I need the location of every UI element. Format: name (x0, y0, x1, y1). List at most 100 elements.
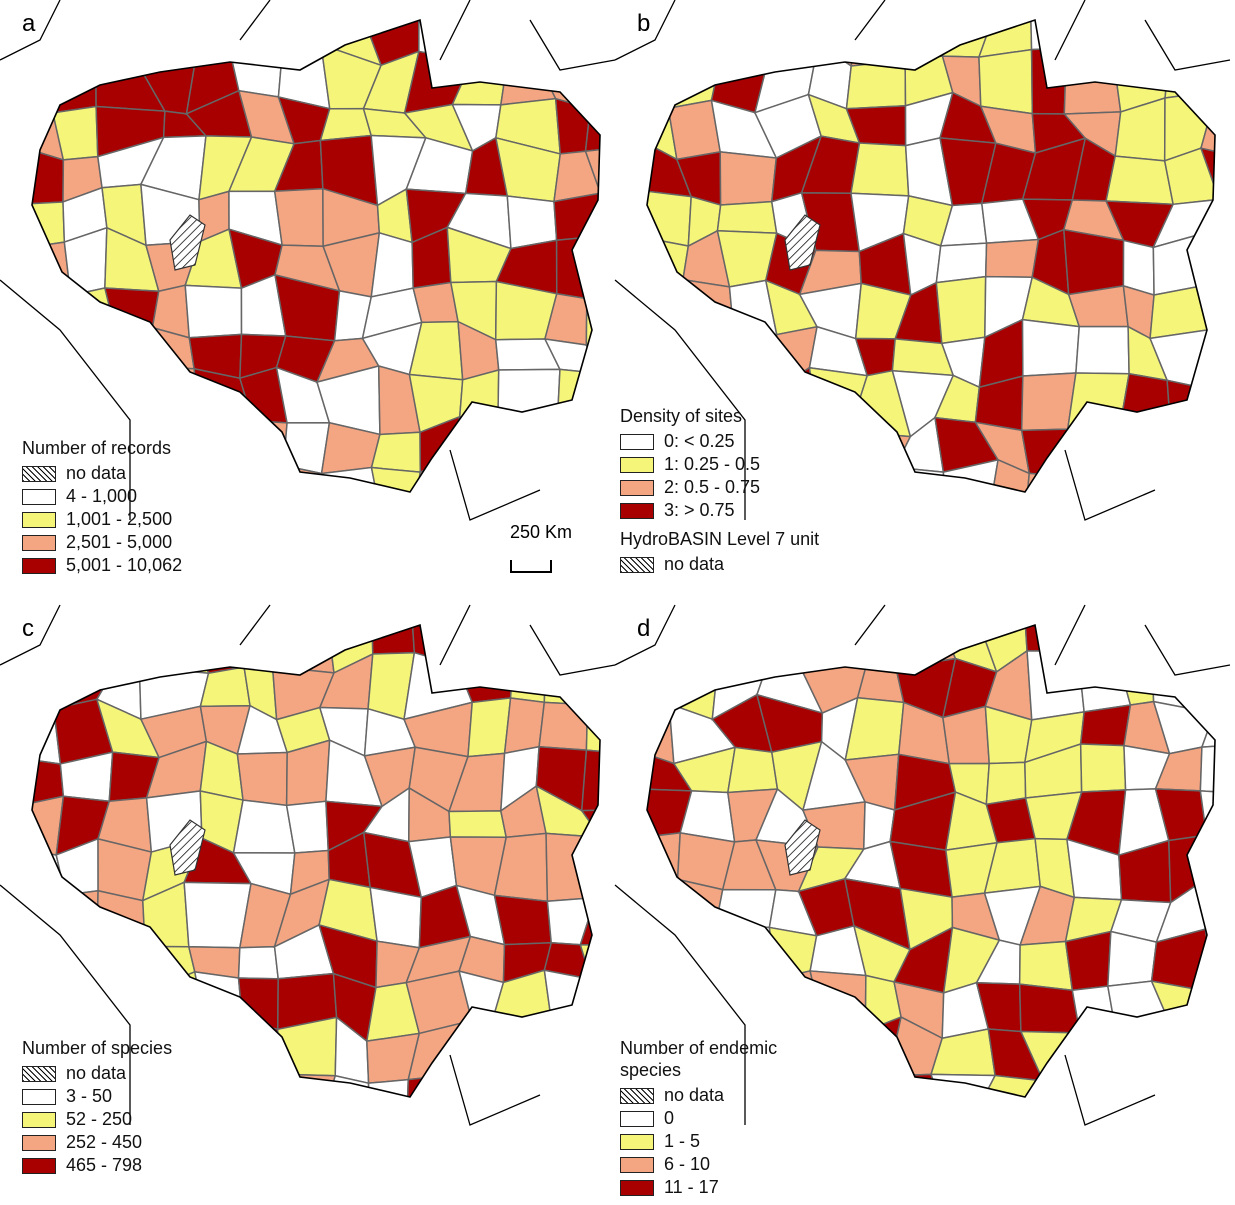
basin (1018, 983, 1081, 1034)
legend-item: 1 - 5 (620, 1130, 820, 1153)
border-line (449, 1054, 541, 1126)
basin (1030, 47, 1068, 115)
basin (589, 20, 600, 69)
basin (1020, 372, 1077, 432)
basin (1077, 650, 1132, 713)
border-line (0, 0, 61, 61)
legend-item: 3 - 50 (22, 1085, 172, 1108)
basin (509, 661, 547, 704)
basin (536, 20, 596, 69)
scale-bar-line (510, 560, 552, 573)
legend-label: 2: 0.5 - 0.75 (664, 477, 761, 497)
legend-item: 0: < 0.25 (620, 430, 819, 453)
basin (580, 749, 600, 812)
border-line (614, 279, 746, 520)
panel-letter: b (637, 10, 651, 37)
basin (1205, 653, 1215, 715)
basin (801, 625, 869, 673)
basin (503, 697, 546, 755)
basin (51, 45, 97, 114)
border-line (529, 19, 616, 71)
legend-swatch (620, 556, 654, 573)
basin (1202, 20, 1215, 69)
basin (494, 480, 561, 492)
legend-item: no data (22, 462, 182, 485)
basin (1105, 155, 1175, 206)
legend-item: 465 - 798 (22, 1154, 172, 1177)
basin (1149, 1076, 1215, 1097)
basin (367, 1078, 410, 1097)
basin (1200, 1061, 1215, 1097)
basin (1066, 410, 1128, 479)
legend-item: 0 (620, 1107, 820, 1130)
basin (885, 20, 952, 61)
basin (726, 746, 779, 794)
basin (535, 784, 600, 839)
basin (60, 20, 113, 47)
basin (499, 58, 557, 106)
legend-swatch (620, 1133, 654, 1150)
basin (494, 421, 560, 484)
border-line (0, 604, 61, 666)
basin (1150, 980, 1215, 1030)
panel-letter: a (22, 10, 36, 37)
border-line (854, 0, 886, 41)
basin (32, 367, 60, 434)
basin (647, 878, 679, 949)
border-line (614, 884, 746, 1125)
basin (370, 231, 414, 298)
basin (1204, 928, 1215, 994)
basin (1199, 625, 1215, 674)
basin (647, 625, 688, 669)
basin (237, 977, 279, 1031)
basin (32, 973, 59, 1043)
basin (893, 466, 947, 492)
basin (452, 1019, 504, 1077)
border-line (1054, 0, 1086, 61)
border-line (439, 0, 471, 61)
basin (226, 462, 285, 492)
basin (137, 20, 200, 68)
border-line (0, 884, 131, 1125)
basin (862, 1015, 903, 1082)
legend-swatch (22, 1134, 56, 1151)
basin (1061, 20, 1113, 49)
basin (1107, 1015, 1176, 1078)
legend-title: Density of sites (620, 406, 743, 426)
basin (280, 20, 322, 60)
basin (497, 368, 561, 431)
basin (1166, 379, 1210, 430)
basin (52, 973, 104, 1043)
legend-item: 3: > 0.75 (620, 499, 819, 522)
basin (553, 192, 600, 242)
border-line (1064, 449, 1156, 521)
basin (1079, 743, 1127, 793)
basin (1199, 743, 1215, 796)
legend-label: 3: > 0.75 (664, 500, 735, 520)
legend-swatch (620, 1179, 654, 1196)
legend-label: 6 - 10 (664, 1154, 711, 1174)
basin (666, 970, 730, 1019)
basin (1018, 940, 1074, 992)
basin (490, 1023, 555, 1082)
basin (227, 20, 291, 60)
legend-label: no data (664, 554, 725, 574)
basin (204, 1019, 244, 1079)
basin (543, 969, 598, 1039)
basin (714, 925, 777, 980)
basin (232, 1019, 279, 1075)
basin (942, 705, 991, 765)
basin (193, 970, 244, 1028)
basin (647, 274, 692, 333)
basin (406, 1073, 467, 1097)
legend-item: no data (620, 553, 819, 576)
basin (713, 971, 777, 1018)
basin (181, 20, 243, 46)
basin (1217, 68, 1235, 110)
legend-label: 1,001 - 2,500 (66, 509, 173, 529)
basin (540, 1016, 598, 1086)
basin (1023, 625, 1080, 653)
basin (557, 471, 598, 492)
legend-item: no data (620, 1084, 820, 1107)
legend-label: no data (66, 463, 127, 483)
